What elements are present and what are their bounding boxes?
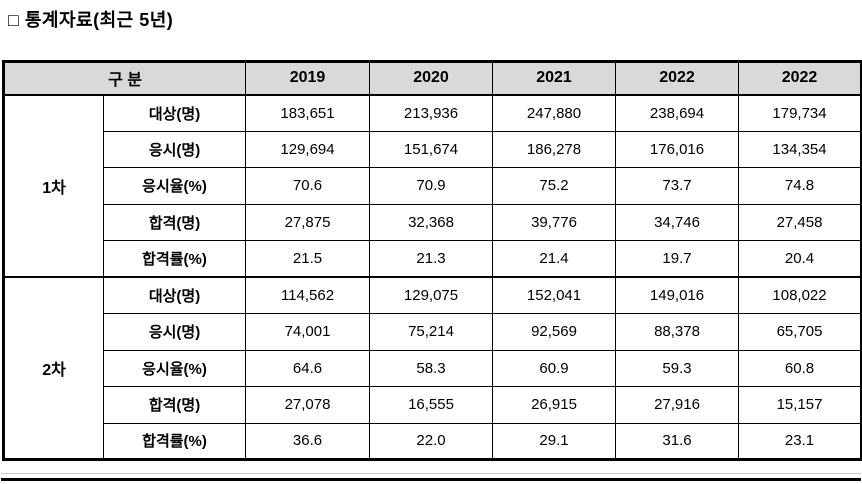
value-cell: 88,378: [615, 313, 740, 351]
value-cell: 22.0: [369, 422, 494, 460]
row-label: 응시율(%): [102, 349, 247, 387]
header-category: 구 분: [2, 61, 247, 96]
group-cell: 2차: [3, 276, 104, 460]
value-cell: 19.7: [615, 240, 740, 278]
value-cell: 129,075: [369, 276, 494, 314]
value-cell: 32,368: [369, 203, 494, 241]
value-cell: 64.6: [245, 349, 371, 387]
value-cell: 186,278: [492, 130, 617, 168]
value-cell: 75.2: [492, 167, 617, 205]
table-row: 응시(명) 129,694 151,674 186,278 176,016 134,354: [4, 130, 862, 168]
next-table-top-edge: [1, 473, 861, 481]
group-cell: 1차: [3, 94, 104, 278]
value-cell: 60.8: [738, 349, 862, 387]
statistics-table: 구 분 2019 2020 2021 2022 2022 1차 대상(명) 183,…: [2, 60, 862, 461]
table-body: 1차 대상(명) 183,651 213,936 247,880 238,694 179,7…: [3, 94, 862, 460]
row-label: 응시율(%): [102, 167, 247, 205]
value-cell: 149,016: [615, 276, 740, 314]
value-cell: 27,458: [738, 203, 862, 241]
header-year: 2019: [245, 61, 371, 96]
row-label: 합격(명): [102, 386, 247, 424]
table-row: 합격(명) 27,875 32,368 39,776 34,746 27,458: [4, 203, 862, 241]
table-row: 응시율(%) 70.6 70.9 75.2 73.7 74.8: [4, 167, 862, 205]
table-row: 합격률(%) 36.6 22.0 29.1 31.6 23.1: [4, 422, 862, 460]
value-cell: 29.1: [492, 422, 617, 460]
table-row: 합격(명) 27,078 16,555 26,915 27,916 15,157: [4, 386, 862, 424]
value-cell: 26,915: [492, 386, 617, 424]
header-row: 구 분 2019 2020 2021 2022 2022: [2, 61, 862, 96]
value-cell: 134,354: [738, 130, 862, 168]
value-cell: 21.4: [492, 240, 617, 278]
value-cell: 31.6: [615, 422, 740, 460]
row-label: 응시(명): [102, 313, 247, 351]
table-row: 응시(명) 74,001 75,214 92,569 88,378 65,705: [4, 313, 862, 351]
value-cell: 74,001: [245, 313, 371, 351]
value-cell: 108,022: [738, 276, 862, 314]
value-cell: 70.6: [245, 167, 371, 205]
value-cell: 39,776: [492, 203, 617, 241]
row-label: 대상(명): [102, 276, 247, 314]
value-cell: 58.3: [369, 349, 494, 387]
value-cell: 129,694: [245, 130, 371, 168]
table-row: 2차 대상(명) 114,562 129,075 152,041 149,016 108,0…: [3, 276, 862, 460]
header-year: 2021: [492, 61, 617, 96]
value-cell: 213,936: [369, 94, 494, 132]
row-label: 합격률(%): [102, 422, 247, 460]
value-cell: 183,651: [245, 94, 371, 132]
row-label: 대상(명): [102, 94, 247, 132]
header-year: 2020: [369, 61, 494, 96]
value-cell: 15,157: [738, 386, 862, 424]
value-cell: 247,880: [492, 94, 617, 132]
value-cell: 23.1: [738, 422, 862, 460]
value-cell: 27,916: [615, 386, 740, 424]
value-cell: 36.6: [245, 422, 371, 460]
value-cell: 70.9: [369, 167, 494, 205]
value-cell: 92,569: [492, 313, 617, 351]
row-label: 합격(명): [102, 203, 247, 241]
row-label: 합격률(%): [102, 240, 247, 278]
value-cell: 73.7: [615, 167, 740, 205]
value-cell: 152,041: [492, 276, 617, 314]
value-cell: 179,734: [738, 94, 862, 132]
header-year: 2022: [615, 61, 740, 96]
value-cell: 59.3: [615, 349, 740, 387]
value-cell: 16,555: [369, 386, 494, 424]
header-year: 2022: [738, 61, 862, 96]
table-row: 응시율(%) 64.6 58.3 60.9 59.3 60.8: [4, 349, 862, 387]
value-cell: 60.9: [492, 349, 617, 387]
value-cell: 151,674: [369, 130, 494, 168]
value-cell: 21.3: [369, 240, 494, 278]
value-cell: 34,746: [615, 203, 740, 241]
value-cell: 75,214: [369, 313, 494, 351]
value-cell: 238,694: [615, 94, 740, 132]
value-cell: 27,875: [245, 203, 371, 241]
value-cell: 176,016: [615, 130, 740, 168]
value-cell: 65,705: [738, 313, 862, 351]
table-row: 1차 대상(명) 183,651 213,936 247,880 238,694 179,7…: [3, 94, 862, 278]
page-title: □ 통계자료(최근 5년): [8, 10, 174, 30]
row-label: 응시(명): [102, 130, 247, 168]
value-cell: 114,562: [245, 276, 371, 314]
table-row: 합격률(%) 21.5 21.3 21.4 19.7 20.4: [4, 240, 862, 278]
value-cell: 74.8: [738, 167, 862, 205]
value-cell: 27,078: [245, 386, 371, 424]
value-cell: 21.5: [245, 240, 371, 278]
value-cell: 20.4: [738, 240, 862, 278]
